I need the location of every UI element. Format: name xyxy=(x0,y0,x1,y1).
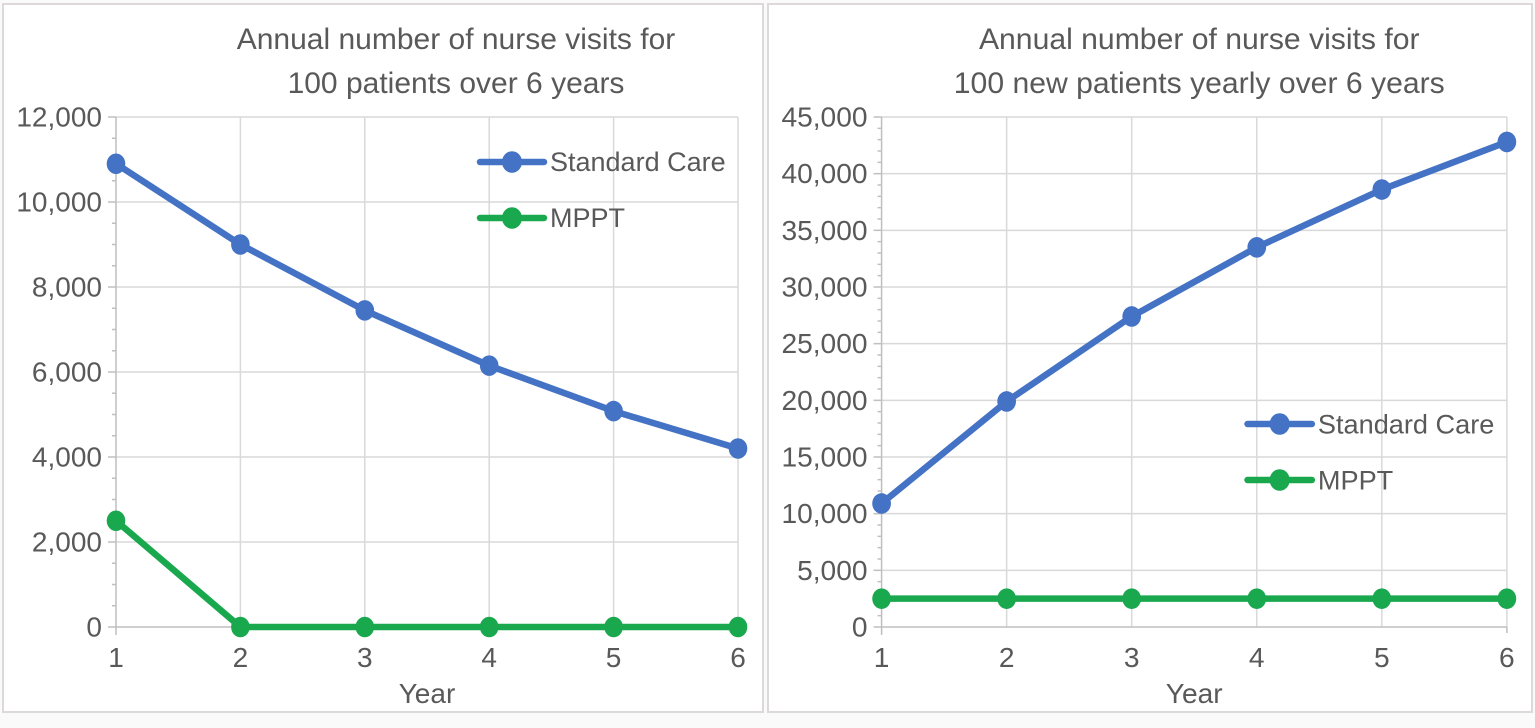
y-tick-label: 6,000 xyxy=(32,357,102,388)
x-tick-label: 2 xyxy=(233,642,249,673)
y-tick-label: 0 xyxy=(852,612,868,643)
legend-marker-icon xyxy=(1269,413,1290,435)
y-tick-label: 12,000 xyxy=(16,102,102,133)
data-point-mppt xyxy=(997,588,1016,609)
y-tick-label: 40,000 xyxy=(781,158,867,189)
x-axis-title: Year xyxy=(399,678,456,709)
chart-title-line2: 100 new patients yearly over 6 years xyxy=(954,67,1445,100)
data-point-mppt xyxy=(872,588,891,609)
data-point-mppt xyxy=(728,616,748,638)
data-point-standard-care xyxy=(1372,179,1392,200)
y-tick-label: 35,000 xyxy=(781,215,867,246)
legend-marker-icon xyxy=(502,207,522,229)
data-point-standard-care xyxy=(355,300,375,321)
data-point-standard-care xyxy=(1497,131,1517,153)
legend-marker-icon xyxy=(502,151,522,173)
x-tick-label: 4 xyxy=(481,642,497,673)
y-tick-label: 15,000 xyxy=(781,442,867,473)
data-point-mppt xyxy=(1247,588,1267,609)
y-tick-label: 8,000 xyxy=(32,272,102,303)
chart-title-line2: 100 patients over 6 years xyxy=(288,67,625,100)
y-tick-label: 0 xyxy=(86,612,102,643)
line-chart-patients: 0 2,000 4,000 6,000 8,000 10,000 12,000 1 2 3 4 5 6 Y… xyxy=(16,23,748,709)
x-tick-label: 6 xyxy=(730,642,746,673)
series-line-standard-care xyxy=(112,160,742,452)
data-point-standard-care xyxy=(1247,237,1267,258)
y-tick-label: 45,000 xyxy=(781,102,867,133)
data-point-standard-care xyxy=(728,438,748,459)
y-tick-label: 30,000 xyxy=(781,272,867,303)
legend-label: Standard Care xyxy=(1318,409,1494,440)
legend: Standard Care MPPT xyxy=(476,147,726,233)
y-tick-label: 10,000 xyxy=(16,187,102,218)
y-tick-label: 2,000 xyxy=(32,527,102,558)
legend: Standard Care MPPT xyxy=(1244,409,1494,496)
y-tick-label: 4,000 xyxy=(32,442,102,473)
y-tick-label: 20,000 xyxy=(781,385,867,416)
data-point-mppt xyxy=(1497,588,1517,609)
x-tick-label: 3 xyxy=(357,642,373,673)
legend-item-standard-care: Standard Care xyxy=(1244,409,1494,440)
x-tick-label: 2 xyxy=(999,642,1015,673)
data-point-mppt xyxy=(106,510,126,532)
series-line-mppt xyxy=(112,517,742,631)
x-tick-label: 3 xyxy=(1124,642,1140,673)
x-tick-label: 1 xyxy=(108,642,124,673)
data-point-standard-care xyxy=(604,400,623,422)
x-tick-label: 5 xyxy=(1374,642,1390,673)
legend-item-mppt: MPPT xyxy=(1244,465,1393,496)
y-tick-label: 5,000 xyxy=(797,555,867,586)
chart-title-line1: Annual number of nurse visits for xyxy=(979,23,1420,56)
y-tick-label: 25,000 xyxy=(781,328,867,359)
legend-label: MPPT xyxy=(1318,465,1393,496)
legend-item-mppt: MPPT xyxy=(476,203,625,233)
legend-label: Standard Care xyxy=(550,147,726,177)
data-point-mppt xyxy=(604,616,623,638)
data-point-standard-care xyxy=(479,355,499,376)
data-point-mppt xyxy=(1122,588,1142,609)
data-point-standard-care xyxy=(997,391,1016,412)
x-tick-label: 6 xyxy=(1499,642,1515,673)
legend-item-standard-care: Standard Care xyxy=(476,147,726,177)
legend-label: MPPT xyxy=(550,203,625,233)
data-point-mppt xyxy=(1372,588,1392,609)
x-tick-label: 4 xyxy=(1249,642,1265,673)
y-tick-label: 10,000 xyxy=(781,498,867,529)
chart-panel-right: 0 5,000 10,000 15,000 20,000 25,000 30,000 35,0… xyxy=(767,3,1533,713)
data-point-standard-care xyxy=(231,234,250,255)
legend-marker-icon xyxy=(1269,469,1290,491)
data-point-standard-care xyxy=(872,493,891,514)
line-chart-new-patients-yearly: 0 5,000 10,000 15,000 20,000 25,000 30,000 35,0… xyxy=(781,23,1517,709)
data-point-mppt xyxy=(479,616,499,638)
x-axis-title: Year xyxy=(1166,678,1223,709)
series-line-standard-care xyxy=(878,138,1511,507)
x-tick-label: 1 xyxy=(874,642,890,673)
chart-panel-left: 0 2,000 4,000 6,000 8,000 10,000 12,000 1 2 3 4 5 6 Y… xyxy=(2,3,764,713)
data-point-mppt xyxy=(231,616,250,638)
chart-title-line1: Annual number of nurse visits for xyxy=(237,23,676,56)
data-point-mppt xyxy=(355,616,375,638)
x-tick-label: 5 xyxy=(606,642,622,673)
data-point-standard-care xyxy=(1122,306,1142,327)
data-point-standard-care xyxy=(106,153,126,175)
